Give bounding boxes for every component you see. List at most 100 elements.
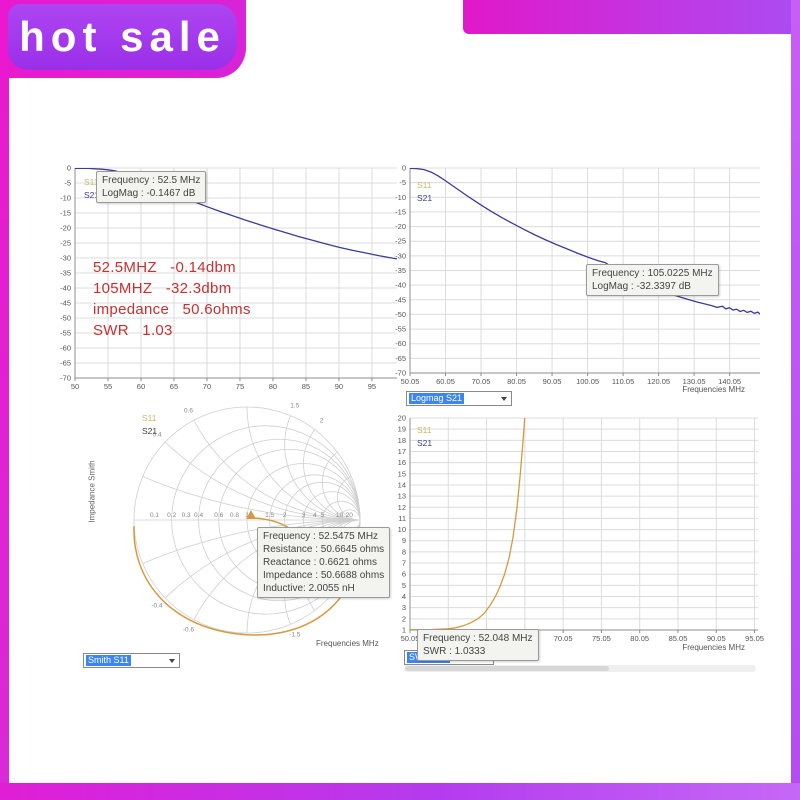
x-tick-label: 70.05 <box>554 634 573 643</box>
tooltip-line: SWR : 1.0333 <box>423 646 486 657</box>
y-tick-label: -20 <box>60 224 71 233</box>
banner-label: hot sale <box>19 13 226 60</box>
legend-s11: S11 <box>417 425 432 435</box>
selected-option: Logmag S21 <box>409 393 465 404</box>
dropdown-caret-icon <box>169 658 175 663</box>
y-tick-label: -30 <box>60 254 71 263</box>
tooltip-line: Frequency : 52.5475 MHz <box>263 531 379 542</box>
horizontal-scrollbar[interactable] <box>404 665 756 672</box>
y-tick-label: 8 <box>402 547 406 556</box>
marker-tooltip-logmag-narrow: Frequency : 52.5 MHz LogMag : -0.1467 dB <box>96 171 207 203</box>
y-tick-label: -55 <box>60 329 71 338</box>
marker-tooltip-logmag-wide: Frequency : 105.0225 MHz LogMag : -32.33… <box>586 264 719 296</box>
summary-line: impedance 50.6ohms <box>93 301 251 318</box>
grid <box>409 417 758 633</box>
y-tick-label: -10 <box>395 193 406 202</box>
summary-line: 105MHZ -32.3dbm <box>93 280 232 297</box>
summary-line: SWR 1.03 <box>93 322 173 339</box>
y-tick-label: 12 <box>398 503 406 512</box>
tooltip-line: Reactance : 0.6621 ohms <box>263 557 377 568</box>
y-axis-label: Impedance Smith <box>87 460 97 523</box>
y-tick-label: 9 <box>402 536 406 545</box>
x-tick-label: 85.05 <box>669 634 688 643</box>
y-tick-label: 11 <box>398 514 406 523</box>
x-tick-label: 60 <box>137 382 145 391</box>
y-tick-label: 15 <box>398 469 406 478</box>
x-tick-label: 90 <box>335 382 343 391</box>
legend-logmag-wide: S11 S21 <box>417 179 432 205</box>
frame-top-right <box>463 0 800 34</box>
smith-real-label: 2 <box>283 512 287 519</box>
y-tick-label: -45 <box>395 295 406 304</box>
smith-trace-select[interactable]: Smith S11 <box>83 653 180 668</box>
y-tick-label: -15 <box>60 209 71 218</box>
tooltip-line: LogMag : -32.3397 dB <box>592 281 691 292</box>
smith-real-label: 4 <box>313 512 317 519</box>
x-tick-label: 90.05 <box>707 634 726 643</box>
y-tick-label: -65 <box>395 354 406 363</box>
y-tick-label: -70 <box>395 369 406 378</box>
scrollbar-thumb[interactable] <box>405 666 610 671</box>
y-tick-label: 20 <box>398 414 406 423</box>
x-tick-label: 75.05 <box>592 634 611 643</box>
legend-s11: S11 <box>84 177 99 187</box>
x-tick-label: 95 <box>368 382 376 391</box>
smith-real-label: 0.8 <box>230 512 239 519</box>
smith-reactance-label: -0.6 <box>183 627 195 634</box>
smith-reactance-label: 1.5 <box>290 402 299 409</box>
series-trace <box>75 168 397 260</box>
frame-right <box>791 0 800 800</box>
y-tick-label: -5 <box>64 179 71 188</box>
dropdown-caret-icon <box>501 396 507 401</box>
y-tick-label: 5 <box>402 581 406 590</box>
smith-real-label: 5 <box>321 512 325 519</box>
x-tick-label: 50.05 <box>401 634 420 643</box>
y-tick-label: 4 <box>402 592 406 601</box>
x-tick-label: 80.05 <box>630 634 649 643</box>
legend-s21: S21 <box>417 438 433 448</box>
marker-icon <box>246 510 256 519</box>
y-tick-label: -70 <box>60 374 71 383</box>
x-tick-label: 80 <box>269 382 277 391</box>
smith-reactance-label: -1.5 <box>289 632 301 639</box>
y-tick-label: 7 <box>402 559 406 568</box>
measurement-summary: 52.5MHZ -0.14dbm 105MHZ -32.3dbm impedan… <box>93 257 251 341</box>
y-tick-label: 16 <box>398 458 406 467</box>
x-tick-label: 90.05 <box>543 377 562 386</box>
y-tick-label: -65 <box>60 359 71 368</box>
y-tick-label: 3 <box>402 603 406 612</box>
marker-tooltip-swr: Frequency : 52.048 MHz SWR : 1.0333 <box>417 629 539 661</box>
y-tick-label: 0 <box>402 164 406 173</box>
y-tick-label: -5 <box>399 178 406 187</box>
smith-real-label: 1.5 <box>265 512 274 519</box>
x-tick-label: 75 <box>236 382 244 391</box>
smith-chart: 0.1 0.2 0.3 0.4 0.6 0.8 1 1.5 2 3 4 5 10 200.40.61.52… <box>133 402 361 639</box>
frame-left <box>0 0 9 800</box>
tooltip-line: Frequency : 52.048 MHz <box>423 633 533 644</box>
legend-smith: S11 S21 <box>142 412 157 438</box>
y-tick-label: 13 <box>398 492 406 501</box>
y-tick-label: 1 <box>402 626 406 635</box>
tooltip-line: Impedance : 50.6688 ohms <box>263 570 385 581</box>
tooltip-line: Frequency : 105.0225 MHz <box>592 268 713 279</box>
x-tick-label: 100.05 <box>576 377 599 386</box>
smith-real-label: 0.4 <box>194 512 203 519</box>
x-tick-label: 65 <box>170 382 178 391</box>
y-tick-label: -25 <box>60 239 71 248</box>
swr-chart: 201918171615141312111098765432150.0555.0… <box>398 414 764 644</box>
selected-option: Smith S11 <box>86 655 131 666</box>
legend-s21: S21 <box>417 193 433 203</box>
summary-line: 52.5MHZ -0.14dbm <box>93 259 236 276</box>
smith-real-label: 0.2 <box>167 512 176 519</box>
smith-reactance-label: 0.6 <box>184 407 193 414</box>
smith-grid <box>133 406 361 634</box>
smith-real-label: 0.1 <box>150 512 159 519</box>
frame-bottom <box>0 783 800 800</box>
smith-reactance-label: 0.4 <box>152 431 161 438</box>
tooltip-line: LogMag : -0.1467 dB <box>102 188 196 199</box>
logmag-trace-select[interactable]: Logmag S21 <box>406 391 512 406</box>
x-tick-label: 70 <box>203 382 211 391</box>
smith-real-label: 0.3 <box>182 512 191 519</box>
y-tick-label: -40 <box>60 284 71 293</box>
smith-real-label: 1 <box>245 512 249 519</box>
